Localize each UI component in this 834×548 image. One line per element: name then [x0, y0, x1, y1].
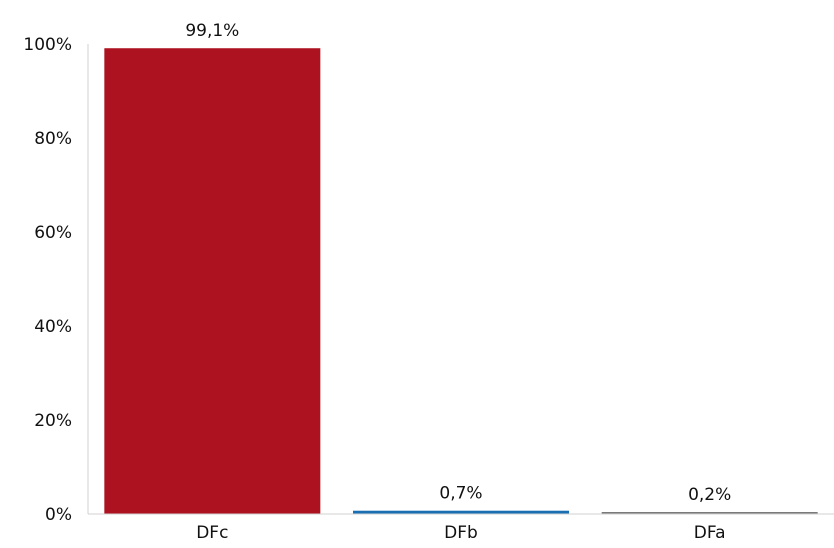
x-category-label: DFb — [444, 523, 478, 543]
bar-dfb — [353, 510, 569, 514]
bar-dfc — [104, 48, 321, 514]
x-category-label: DFc — [196, 523, 228, 543]
y-tick-label: 100% — [23, 35, 72, 55]
y-tick-label: 20% — [34, 411, 72, 431]
x-category-label: DFa — [694, 523, 726, 543]
data-label: 0,2% — [688, 485, 731, 505]
y-axis: 0% 20% 40% 60% 80% 100% — [23, 35, 89, 525]
y-tick-label: 40% — [34, 317, 72, 337]
y-tick-label: 0% — [45, 505, 72, 525]
bar-dfa — [601, 512, 818, 514]
data-label: 99,1% — [185, 21, 239, 41]
bars: 99,1% 0,7% 0,2% — [104, 21, 818, 514]
data-label: 0,7% — [439, 484, 482, 504]
y-tick-label: 60% — [34, 223, 72, 243]
y-tick-label: 80% — [34, 129, 72, 149]
x-axis: DFc DFb DFa — [88, 513, 834, 543]
